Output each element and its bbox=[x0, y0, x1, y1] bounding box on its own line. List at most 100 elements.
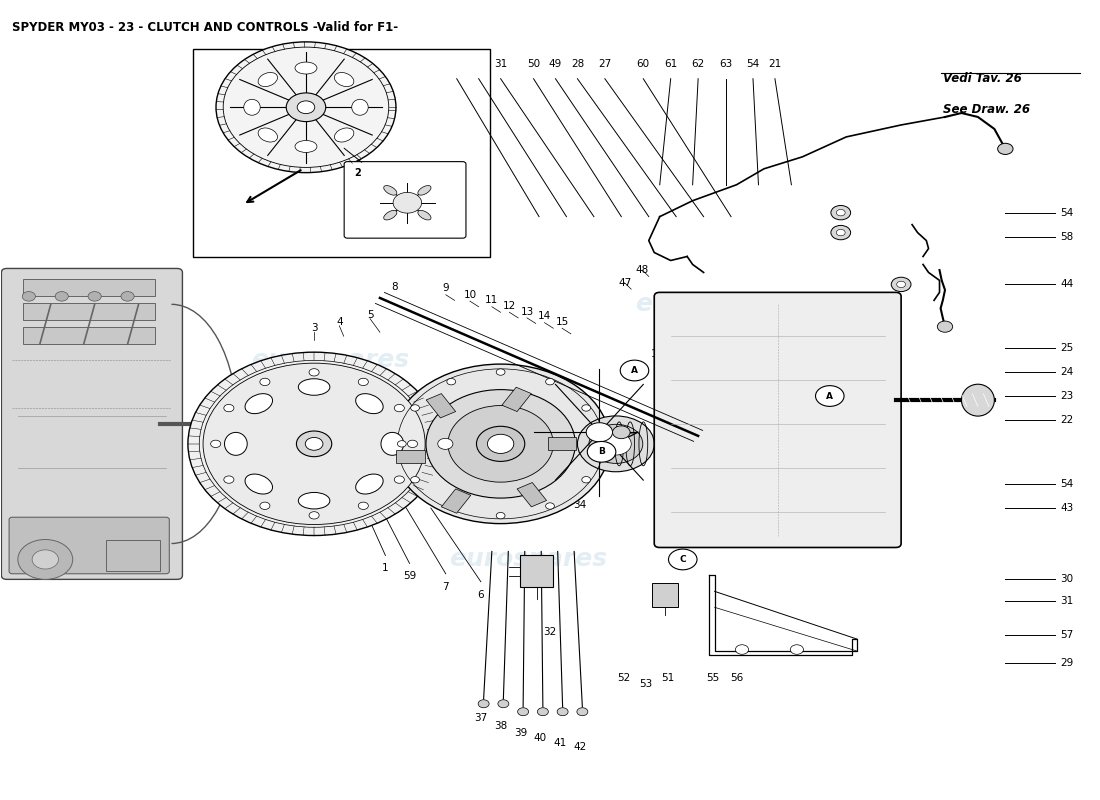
Circle shape bbox=[216, 42, 396, 173]
Circle shape bbox=[578, 416, 654, 472]
Circle shape bbox=[476, 426, 525, 462]
Text: 56: 56 bbox=[730, 673, 744, 682]
Text: 36: 36 bbox=[549, 473, 562, 483]
Circle shape bbox=[447, 503, 455, 510]
Circle shape bbox=[397, 441, 406, 447]
Circle shape bbox=[588, 424, 642, 463]
Text: 59: 59 bbox=[403, 571, 416, 582]
Text: 44: 44 bbox=[1060, 279, 1074, 290]
Circle shape bbox=[830, 206, 850, 220]
Text: 47: 47 bbox=[618, 278, 631, 288]
Text: 12: 12 bbox=[503, 301, 516, 311]
Circle shape bbox=[22, 291, 35, 301]
Circle shape bbox=[448, 406, 553, 482]
Bar bbox=[194, 50, 490, 257]
Circle shape bbox=[736, 645, 749, 654]
Ellipse shape bbox=[245, 394, 273, 414]
Text: 33: 33 bbox=[563, 425, 576, 434]
Circle shape bbox=[576, 708, 587, 716]
Text: 52: 52 bbox=[617, 674, 630, 683]
Ellipse shape bbox=[295, 62, 317, 74]
Circle shape bbox=[32, 550, 58, 569]
Circle shape bbox=[891, 278, 911, 291]
Text: 9: 9 bbox=[442, 283, 449, 294]
Text: 2: 2 bbox=[354, 168, 361, 178]
Text: 11: 11 bbox=[485, 295, 498, 306]
Circle shape bbox=[546, 503, 554, 510]
Text: 37: 37 bbox=[474, 714, 487, 723]
Text: 1: 1 bbox=[382, 563, 388, 574]
Text: 18: 18 bbox=[629, 433, 642, 442]
Text: 38: 38 bbox=[494, 722, 507, 731]
Ellipse shape bbox=[381, 432, 404, 455]
Text: 5: 5 bbox=[366, 310, 373, 320]
Circle shape bbox=[836, 210, 845, 216]
Circle shape bbox=[587, 442, 616, 462]
Text: 32: 32 bbox=[543, 627, 557, 638]
Ellipse shape bbox=[961, 384, 994, 416]
Circle shape bbox=[538, 708, 549, 716]
Circle shape bbox=[394, 405, 405, 412]
Text: 28: 28 bbox=[571, 59, 584, 69]
Ellipse shape bbox=[258, 128, 277, 142]
Circle shape bbox=[498, 700, 509, 708]
Circle shape bbox=[546, 378, 554, 385]
Circle shape bbox=[260, 378, 270, 386]
Circle shape bbox=[359, 502, 369, 510]
Text: SPYDER MY03 - 23 - CLUTCH AND CONTROLS -Valid for F1-: SPYDER MY03 - 23 - CLUTCH AND CONTROLS -… bbox=[12, 22, 398, 34]
Text: 26: 26 bbox=[695, 301, 708, 311]
Circle shape bbox=[286, 93, 326, 122]
Circle shape bbox=[223, 476, 234, 483]
Polygon shape bbox=[227, 372, 358, 412]
Circle shape bbox=[306, 438, 323, 450]
Ellipse shape bbox=[334, 128, 354, 142]
Bar bbox=[396, 450, 425, 463]
Text: 29: 29 bbox=[1060, 658, 1074, 668]
Text: eurospares: eurospares bbox=[252, 348, 409, 372]
Text: 30: 30 bbox=[472, 59, 485, 69]
Text: 45: 45 bbox=[620, 447, 634, 457]
Text: 54: 54 bbox=[1060, 478, 1074, 489]
Text: eurospares: eurospares bbox=[636, 292, 793, 316]
Ellipse shape bbox=[295, 141, 317, 153]
Text: 49: 49 bbox=[549, 59, 562, 69]
Ellipse shape bbox=[418, 186, 431, 195]
Circle shape bbox=[393, 193, 421, 213]
Bar bbox=[652, 583, 679, 607]
Circle shape bbox=[359, 378, 369, 386]
Ellipse shape bbox=[224, 432, 248, 455]
Text: 58: 58 bbox=[1060, 231, 1074, 242]
Circle shape bbox=[309, 369, 319, 376]
Text: 41: 41 bbox=[553, 738, 566, 748]
Text: 23: 23 bbox=[1060, 391, 1074, 401]
Text: A: A bbox=[826, 391, 834, 401]
Text: 17: 17 bbox=[601, 419, 614, 429]
Bar bbox=[106, 539, 161, 571]
Text: 34: 34 bbox=[573, 500, 586, 510]
Circle shape bbox=[223, 405, 234, 412]
Bar bbox=[517, 482, 547, 507]
Ellipse shape bbox=[244, 99, 261, 115]
Circle shape bbox=[836, 230, 845, 236]
Text: Vedi Tav. 26: Vedi Tav. 26 bbox=[943, 71, 1022, 85]
Circle shape bbox=[937, 321, 953, 332]
Circle shape bbox=[620, 360, 649, 381]
Text: 14: 14 bbox=[538, 311, 551, 322]
Circle shape bbox=[430, 433, 461, 455]
Text: 50: 50 bbox=[527, 59, 540, 69]
Text: 54: 54 bbox=[1060, 208, 1074, 218]
Circle shape bbox=[88, 291, 101, 301]
FancyBboxPatch shape bbox=[344, 162, 466, 238]
Circle shape bbox=[426, 390, 575, 498]
Circle shape bbox=[447, 378, 455, 385]
Text: See Draw. 26: See Draw. 26 bbox=[943, 103, 1030, 117]
Circle shape bbox=[487, 434, 514, 454]
Text: C: C bbox=[680, 555, 686, 564]
Text: 55: 55 bbox=[706, 673, 719, 682]
Text: 63: 63 bbox=[719, 59, 733, 69]
Circle shape bbox=[210, 440, 221, 447]
Ellipse shape bbox=[355, 474, 383, 494]
Circle shape bbox=[518, 708, 529, 716]
Text: 53: 53 bbox=[639, 679, 652, 689]
Text: B: B bbox=[598, 447, 605, 456]
